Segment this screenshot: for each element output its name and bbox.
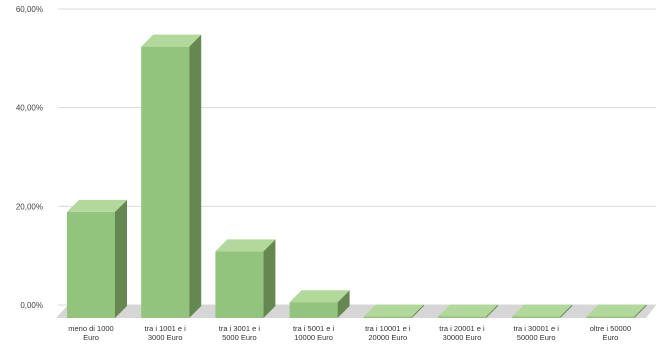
bar-side bbox=[337, 290, 350, 318]
bar-side bbox=[411, 304, 424, 318]
x-tick-label: tra i 3001 e i 5000 Euro bbox=[219, 324, 261, 342]
bar bbox=[141, 34, 202, 319]
bar-front bbox=[438, 316, 486, 318]
bar bbox=[67, 199, 127, 318]
bar bbox=[512, 304, 573, 318]
x-tick-label: tra i 30001 e i 50000 Euro bbox=[513, 324, 559, 342]
bar-top bbox=[141, 34, 202, 47]
x-tick-label: tra i 1001 e i 3000 Euro bbox=[145, 324, 187, 342]
bar-side bbox=[263, 239, 276, 318]
bar-side bbox=[189, 34, 202, 319]
x-tick-label: meno di 1000 Euro bbox=[68, 324, 113, 342]
bars bbox=[67, 34, 647, 319]
x-tick-label: tra i 20001 e i 30000 Euro bbox=[439, 324, 485, 342]
floor bbox=[56, 305, 656, 318]
bar-front bbox=[586, 316, 635, 318]
chart-floor bbox=[56, 305, 656, 318]
bar-side bbox=[634, 304, 647, 318]
bar bbox=[438, 304, 498, 318]
bar-side bbox=[115, 199, 127, 318]
bar-top bbox=[67, 199, 127, 212]
y-axis-ticks: 0,00% 20,00% 40,00% 60,00% bbox=[16, 5, 43, 310]
bar-top bbox=[586, 304, 647, 317]
y-tick-label: 20,00% bbox=[16, 202, 43, 211]
y-tick-label: 40,00% bbox=[16, 104, 43, 113]
bar-front bbox=[363, 316, 412, 318]
y-tick-label: 0,00% bbox=[20, 301, 43, 310]
x-tick-label: tra i 5001 e i 10000 Euro bbox=[293, 324, 335, 342]
bar-front bbox=[289, 302, 338, 318]
bar-top bbox=[289, 290, 350, 303]
bar-side bbox=[560, 304, 573, 318]
bar-top bbox=[438, 304, 498, 317]
x-axis-labels: meno di 1000 Euro tra i 1001 e i 3000 Euro t… bbox=[68, 324, 631, 342]
bar-front bbox=[141, 46, 190, 319]
bar-front bbox=[215, 251, 264, 318]
bar bbox=[215, 239, 276, 318]
bar-side bbox=[486, 304, 498, 318]
bar-top bbox=[215, 239, 276, 252]
bar-front bbox=[67, 211, 115, 318]
x-tick-label: oltre i 50000 Euro bbox=[590, 324, 631, 342]
bar bbox=[363, 304, 424, 318]
bar bbox=[586, 304, 647, 318]
bar-top bbox=[512, 304, 573, 317]
y-tick-label: 60,00% bbox=[16, 5, 43, 14]
bar-front bbox=[512, 316, 561, 318]
bar bbox=[289, 290, 350, 318]
bar-top bbox=[363, 304, 424, 317]
x-tick-label: tra i 10001 e i 20000 Euro bbox=[365, 324, 411, 342]
